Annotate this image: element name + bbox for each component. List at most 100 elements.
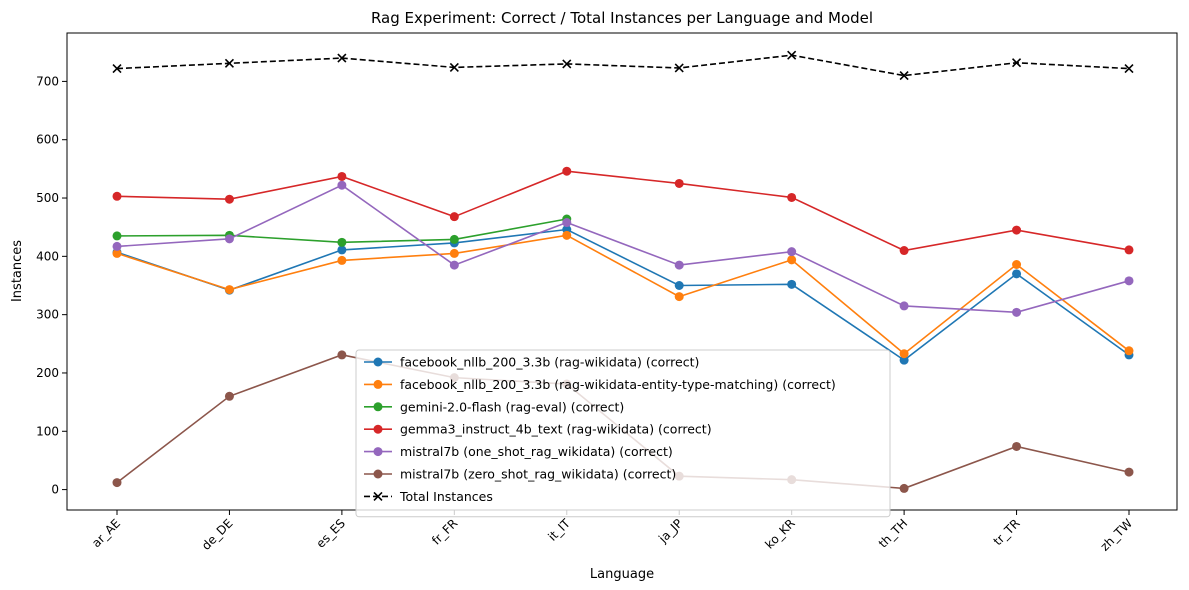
legend-label: Total Instances <box>399 489 493 504</box>
legend-item: mistral7b (zero_shot_rag_wikidata) (corr… <box>364 467 676 482</box>
data-point <box>337 180 347 190</box>
data-point <box>1124 467 1134 477</box>
data-point <box>449 260 459 270</box>
data-point <box>112 248 122 258</box>
data-point <box>337 255 347 265</box>
data-point <box>899 483 909 493</box>
data-point <box>337 53 347 63</box>
data-point <box>112 64 122 74</box>
data-point <box>1124 64 1134 74</box>
legend-label: gemma3_instruct_4b_text (rag-wikidata) (… <box>400 422 712 437</box>
legend-item: mistral7b (one_shot_rag_wikidata) (corre… <box>364 444 673 459</box>
data-point <box>787 192 797 202</box>
data-point <box>1012 269 1022 279</box>
data-point <box>337 237 347 247</box>
y-tick-label: 300 <box>36 308 59 322</box>
x-tick-label: fr_FR <box>429 516 460 547</box>
data-point <box>562 59 572 69</box>
data-point <box>1012 307 1022 317</box>
data-point <box>899 71 909 81</box>
data-point <box>449 212 459 222</box>
x-tick-label: de_DE <box>199 516 236 553</box>
y-axis: 0 100 200 300 400 500 600 700 <box>36 74 67 497</box>
data-point <box>674 260 684 270</box>
x-tick-label: ar_AE <box>89 516 123 550</box>
data-point <box>337 171 347 181</box>
data-point <box>1124 346 1134 356</box>
y-tick-label: 0 <box>51 483 59 497</box>
data-point <box>674 178 684 188</box>
legend-label: gemini-2.0-flash (rag-eval) (correct) <box>400 399 624 414</box>
data-point <box>224 234 234 244</box>
y-tick-label: 100 <box>36 424 59 438</box>
series-1 <box>112 230 1134 359</box>
legend-item: gemini-2.0-flash (rag-eval) (correct) <box>364 399 624 414</box>
series-3 <box>112 166 1134 256</box>
x-axis-title: Language <box>590 567 654 582</box>
data-point <box>787 279 797 289</box>
legend-label: facebook_nllb_200_3.3b (rag-wikidata) (c… <box>400 355 699 370</box>
data-point <box>674 292 684 302</box>
data-point <box>1124 276 1134 286</box>
data-point <box>899 355 909 365</box>
data-point <box>899 246 909 256</box>
series-line <box>116 228 1130 362</box>
data-point <box>337 245 347 255</box>
chart-title: Rag Experiment: Correct / Total Instance… <box>371 9 873 27</box>
y-tick-label: 400 <box>36 249 59 263</box>
x-tick-label: ko_KR <box>762 516 797 551</box>
series-0 <box>112 225 1134 365</box>
y-tick-label: 500 <box>36 191 59 205</box>
legend-label: facebook_nllb_200_3.3b (rag-wikidata-ent… <box>400 377 836 392</box>
data-point <box>1124 245 1134 255</box>
y-tick-label: 600 <box>36 133 59 147</box>
data-point <box>1011 58 1022 68</box>
legend-item: Total Instances <box>364 489 493 504</box>
data-point <box>562 230 572 240</box>
series-4 <box>112 180 1134 317</box>
data-point <box>224 285 234 295</box>
legend-item: gemma3_instruct_4b_text (rag-wikidata) (… <box>364 422 712 437</box>
x-tick-label: es_ES <box>313 516 348 551</box>
legend-label: mistral7b (one_shot_rag_wikidata) (corre… <box>400 444 673 459</box>
series-line <box>116 184 1130 314</box>
x-tick-label: ja_JP <box>655 516 685 546</box>
series-line <box>116 170 1130 252</box>
data-point <box>674 280 684 290</box>
series-6 <box>112 50 1134 81</box>
data-point <box>787 50 797 60</box>
y-axis-title: Instances <box>10 240 25 302</box>
y-tick-label: 200 <box>36 366 59 380</box>
data-point <box>562 166 572 176</box>
data-point <box>1012 260 1022 270</box>
x-tick-label: tr_TR <box>991 516 1023 548</box>
data-point <box>112 231 122 241</box>
x-tick-label: th_TH <box>876 516 910 550</box>
data-point <box>112 478 122 488</box>
data-point <box>899 349 909 359</box>
data-point <box>224 58 235 68</box>
x-tick-label: zh_TW <box>1098 516 1136 554</box>
legend-label: mistral7b (zero_shot_rag_wikidata) (corr… <box>400 467 676 482</box>
series-line <box>116 234 1130 355</box>
data-point <box>562 218 572 228</box>
x-tick-label: it_IT <box>545 516 573 544</box>
legend-box <box>355 349 891 518</box>
legend: facebook_nllb_200_3.3b (rag-wikidata) (c… <box>355 349 891 518</box>
data-point <box>1012 441 1022 451</box>
data-point <box>787 255 797 265</box>
data-point <box>224 194 234 204</box>
data-point <box>1012 225 1022 235</box>
data-point <box>112 191 122 201</box>
data-point <box>674 63 684 73</box>
data-point <box>112 241 122 251</box>
data-point <box>899 301 909 311</box>
legend-item: facebook_nllb_200_3.3b (rag-wikidata) (c… <box>364 355 699 370</box>
data-point <box>449 234 459 244</box>
data-point <box>337 350 347 360</box>
data-point <box>449 248 459 258</box>
y-tick-label: 700 <box>36 74 59 88</box>
data-point <box>787 247 797 257</box>
plot-area <box>112 50 1134 493</box>
